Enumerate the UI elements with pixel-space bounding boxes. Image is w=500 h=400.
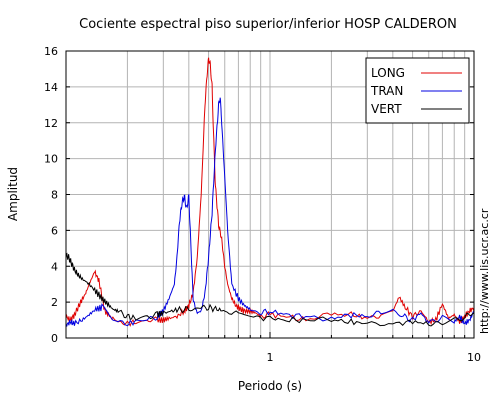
legend: LONG TRAN VERT <box>365 57 470 124</box>
y-tick-label-5: 10 <box>44 153 58 166</box>
y-tick-label-4: 8 <box>51 189 58 202</box>
series-line-tran <box>65 97 475 327</box>
series-layer <box>65 57 475 327</box>
x-axis-label: Periodo (s) <box>238 379 302 393</box>
y-tick-label-0: 0 <box>51 332 58 345</box>
y-tick-label-2: 4 <box>51 260 58 273</box>
x-tick-label-1: 10 <box>467 351 481 364</box>
y-tick-label-3: 6 <box>51 224 58 237</box>
legend-label-tran: TRAN <box>370 84 403 98</box>
legend-label-vert: VERT <box>371 102 402 116</box>
y-tick-label-1: 2 <box>51 296 58 309</box>
x-ticks: 1 10 <box>126 332 481 364</box>
y-tick-label-7: 14 <box>44 81 58 94</box>
chart-title: Cociente espectral piso superior/inferio… <box>79 17 457 32</box>
y-tick-label-8: 16 <box>44 45 58 58</box>
watermark-url: http://www.lis.ucr.ac.cr <box>478 208 491 334</box>
y-tick-label-6: 12 <box>44 117 58 130</box>
series-line-vert <box>65 252 475 327</box>
y-axis-label: Amplitud <box>6 167 20 221</box>
y-ticks: 0 2 4 6 8 10 12 14 16 <box>44 45 474 345</box>
legend-label-long: LONG <box>371 66 405 80</box>
grid <box>66 51 474 338</box>
x-tick-label-0: 1 <box>267 351 274 364</box>
